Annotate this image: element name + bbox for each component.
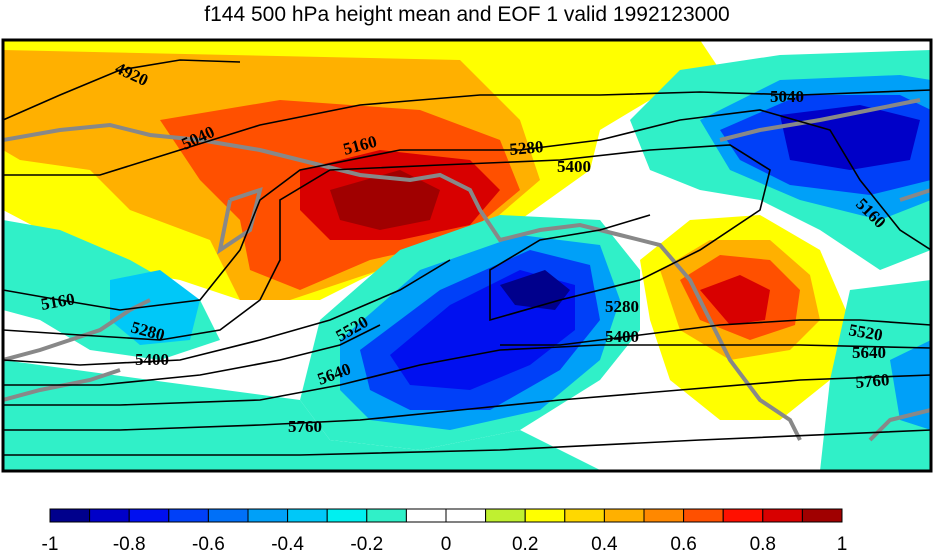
colorbar-tick-label: -1 xyxy=(41,534,59,555)
colorbar-swatch xyxy=(643,508,685,523)
contour-label-5760: 5760 xyxy=(855,370,891,392)
colorbar-swatch xyxy=(722,508,764,523)
contour-label-5280: 5280 xyxy=(509,137,545,159)
height-contours xyxy=(3,59,931,456)
colorbar-tick-label: 0.6 xyxy=(670,534,697,555)
colorbar-swatch xyxy=(326,508,368,523)
colorbar-swatch xyxy=(485,508,526,523)
colorbar-tick-label: -0.6 xyxy=(192,534,225,555)
contour-label-5400: 5400 xyxy=(135,350,169,369)
colorbar-tick-label: 0.2 xyxy=(511,534,539,555)
colorbar xyxy=(49,508,843,523)
colorbar-swatch xyxy=(564,508,605,523)
colorbar-swatch xyxy=(207,508,249,523)
colorbar-swatch xyxy=(801,508,843,523)
colorbar-swatch xyxy=(762,508,803,523)
contour-label-5640: 5640 xyxy=(852,343,886,362)
colorbar-swatch xyxy=(405,508,447,523)
colorbar-tick-label: -0.8 xyxy=(112,534,146,555)
map-frame xyxy=(1,38,933,473)
colorbar-tick-label: -0.4 xyxy=(271,534,304,555)
plot-title: f144 500 hPa height mean and EOF 1 valid… xyxy=(204,3,730,26)
contour-label-5040: 5040 xyxy=(770,87,804,106)
colorbar-swatch xyxy=(366,508,407,523)
colorbar-swatch xyxy=(287,508,328,523)
colorbar-tick-label: 0 xyxy=(440,534,452,555)
colorbar-swatch xyxy=(247,508,289,523)
colorbar-swatch xyxy=(89,508,130,523)
colorbar-tick-label: 0.4 xyxy=(591,534,618,555)
colorbar-swatch xyxy=(445,508,487,523)
colorbar-swatch xyxy=(128,508,170,523)
colorbar-swatch xyxy=(683,508,724,523)
colorbar-tick-label: 0.8 xyxy=(749,534,777,555)
colorbar-swatch xyxy=(168,508,209,523)
eof-shading xyxy=(3,40,931,471)
colorbar-swatch xyxy=(49,508,91,523)
contour-label-5760: 5760 xyxy=(288,417,322,436)
contour-label-5400: 5400 xyxy=(605,327,639,346)
colorbar-swatch xyxy=(524,508,566,523)
contour-label-5280: 5280 xyxy=(605,297,639,316)
colorbar-tick-label: -0.2 xyxy=(350,534,384,555)
contour-label-5400: 5400 xyxy=(557,157,591,176)
colorbar-tick-label: 1 xyxy=(836,534,848,555)
colorbar-swatch xyxy=(603,508,645,523)
